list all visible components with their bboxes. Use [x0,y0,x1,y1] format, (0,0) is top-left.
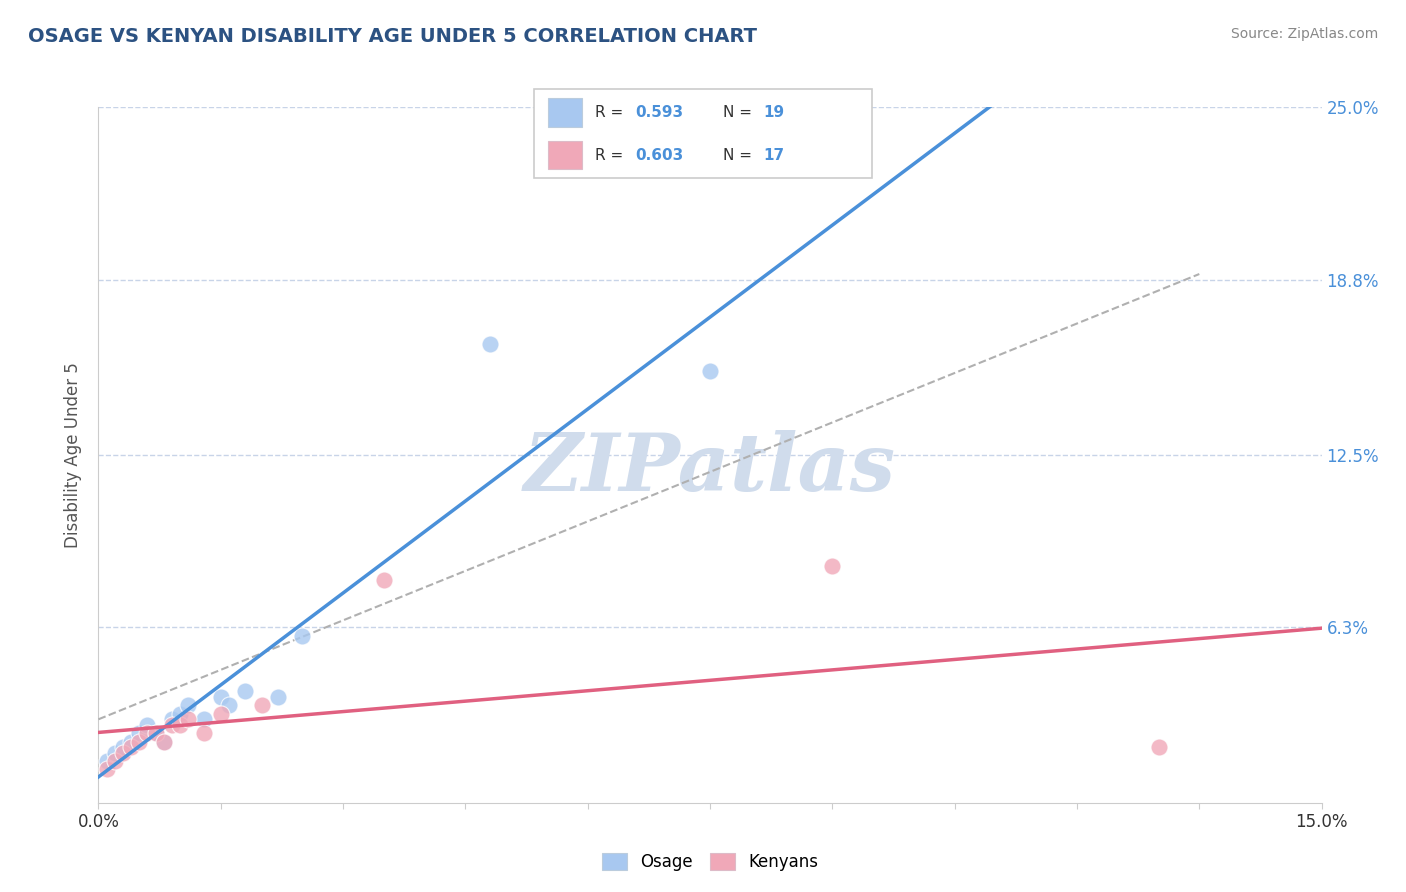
Point [152,734,174,748]
Text: N =: N = [723,148,756,162]
Point [120,734,142,748]
Point [104,746,127,760]
Text: R =: R = [595,148,628,162]
Point [267,690,290,704]
Point [177,712,200,726]
Text: 0.603: 0.603 [636,148,683,162]
Point [478,336,501,351]
FancyBboxPatch shape [548,98,582,127]
Point [1147,740,1170,755]
Point [373,573,395,587]
Text: N =: N = [723,105,756,120]
Point [145,726,167,740]
Point [169,718,191,732]
Point [96,763,118,777]
Point [136,718,159,732]
Text: ZIPatlas: ZIPatlas [524,430,896,508]
Point [160,718,183,732]
Text: 0.593: 0.593 [636,105,683,120]
Point [209,690,232,704]
Point [111,746,134,760]
Text: R =: R = [595,105,628,120]
Point [291,629,314,643]
Point [104,754,127,768]
Point [209,706,232,721]
Point [128,734,150,748]
Point [152,734,174,748]
Point [250,698,273,713]
Point [699,364,721,378]
Point [136,726,159,740]
Point [193,726,215,740]
Text: 19: 19 [763,105,785,120]
Point [128,726,150,740]
Point [821,559,844,574]
Point [218,698,240,713]
Point [160,712,183,726]
FancyBboxPatch shape [534,89,872,178]
Point [111,740,134,755]
Point [193,712,215,726]
Point [169,706,191,721]
FancyBboxPatch shape [548,141,582,169]
Y-axis label: Disability Age Under 5: Disability Age Under 5 [63,362,82,548]
Point [177,698,200,713]
Point [145,726,167,740]
Point [120,740,142,755]
Text: 17: 17 [763,148,785,162]
Point [96,754,118,768]
Legend: Osage, Kenyans: Osage, Kenyans [595,847,825,878]
Text: Source: ZipAtlas.com: Source: ZipAtlas.com [1230,27,1378,41]
Point [233,684,256,698]
Text: OSAGE VS KENYAN DISABILITY AGE UNDER 5 CORRELATION CHART: OSAGE VS KENYAN DISABILITY AGE UNDER 5 C… [28,27,756,45]
